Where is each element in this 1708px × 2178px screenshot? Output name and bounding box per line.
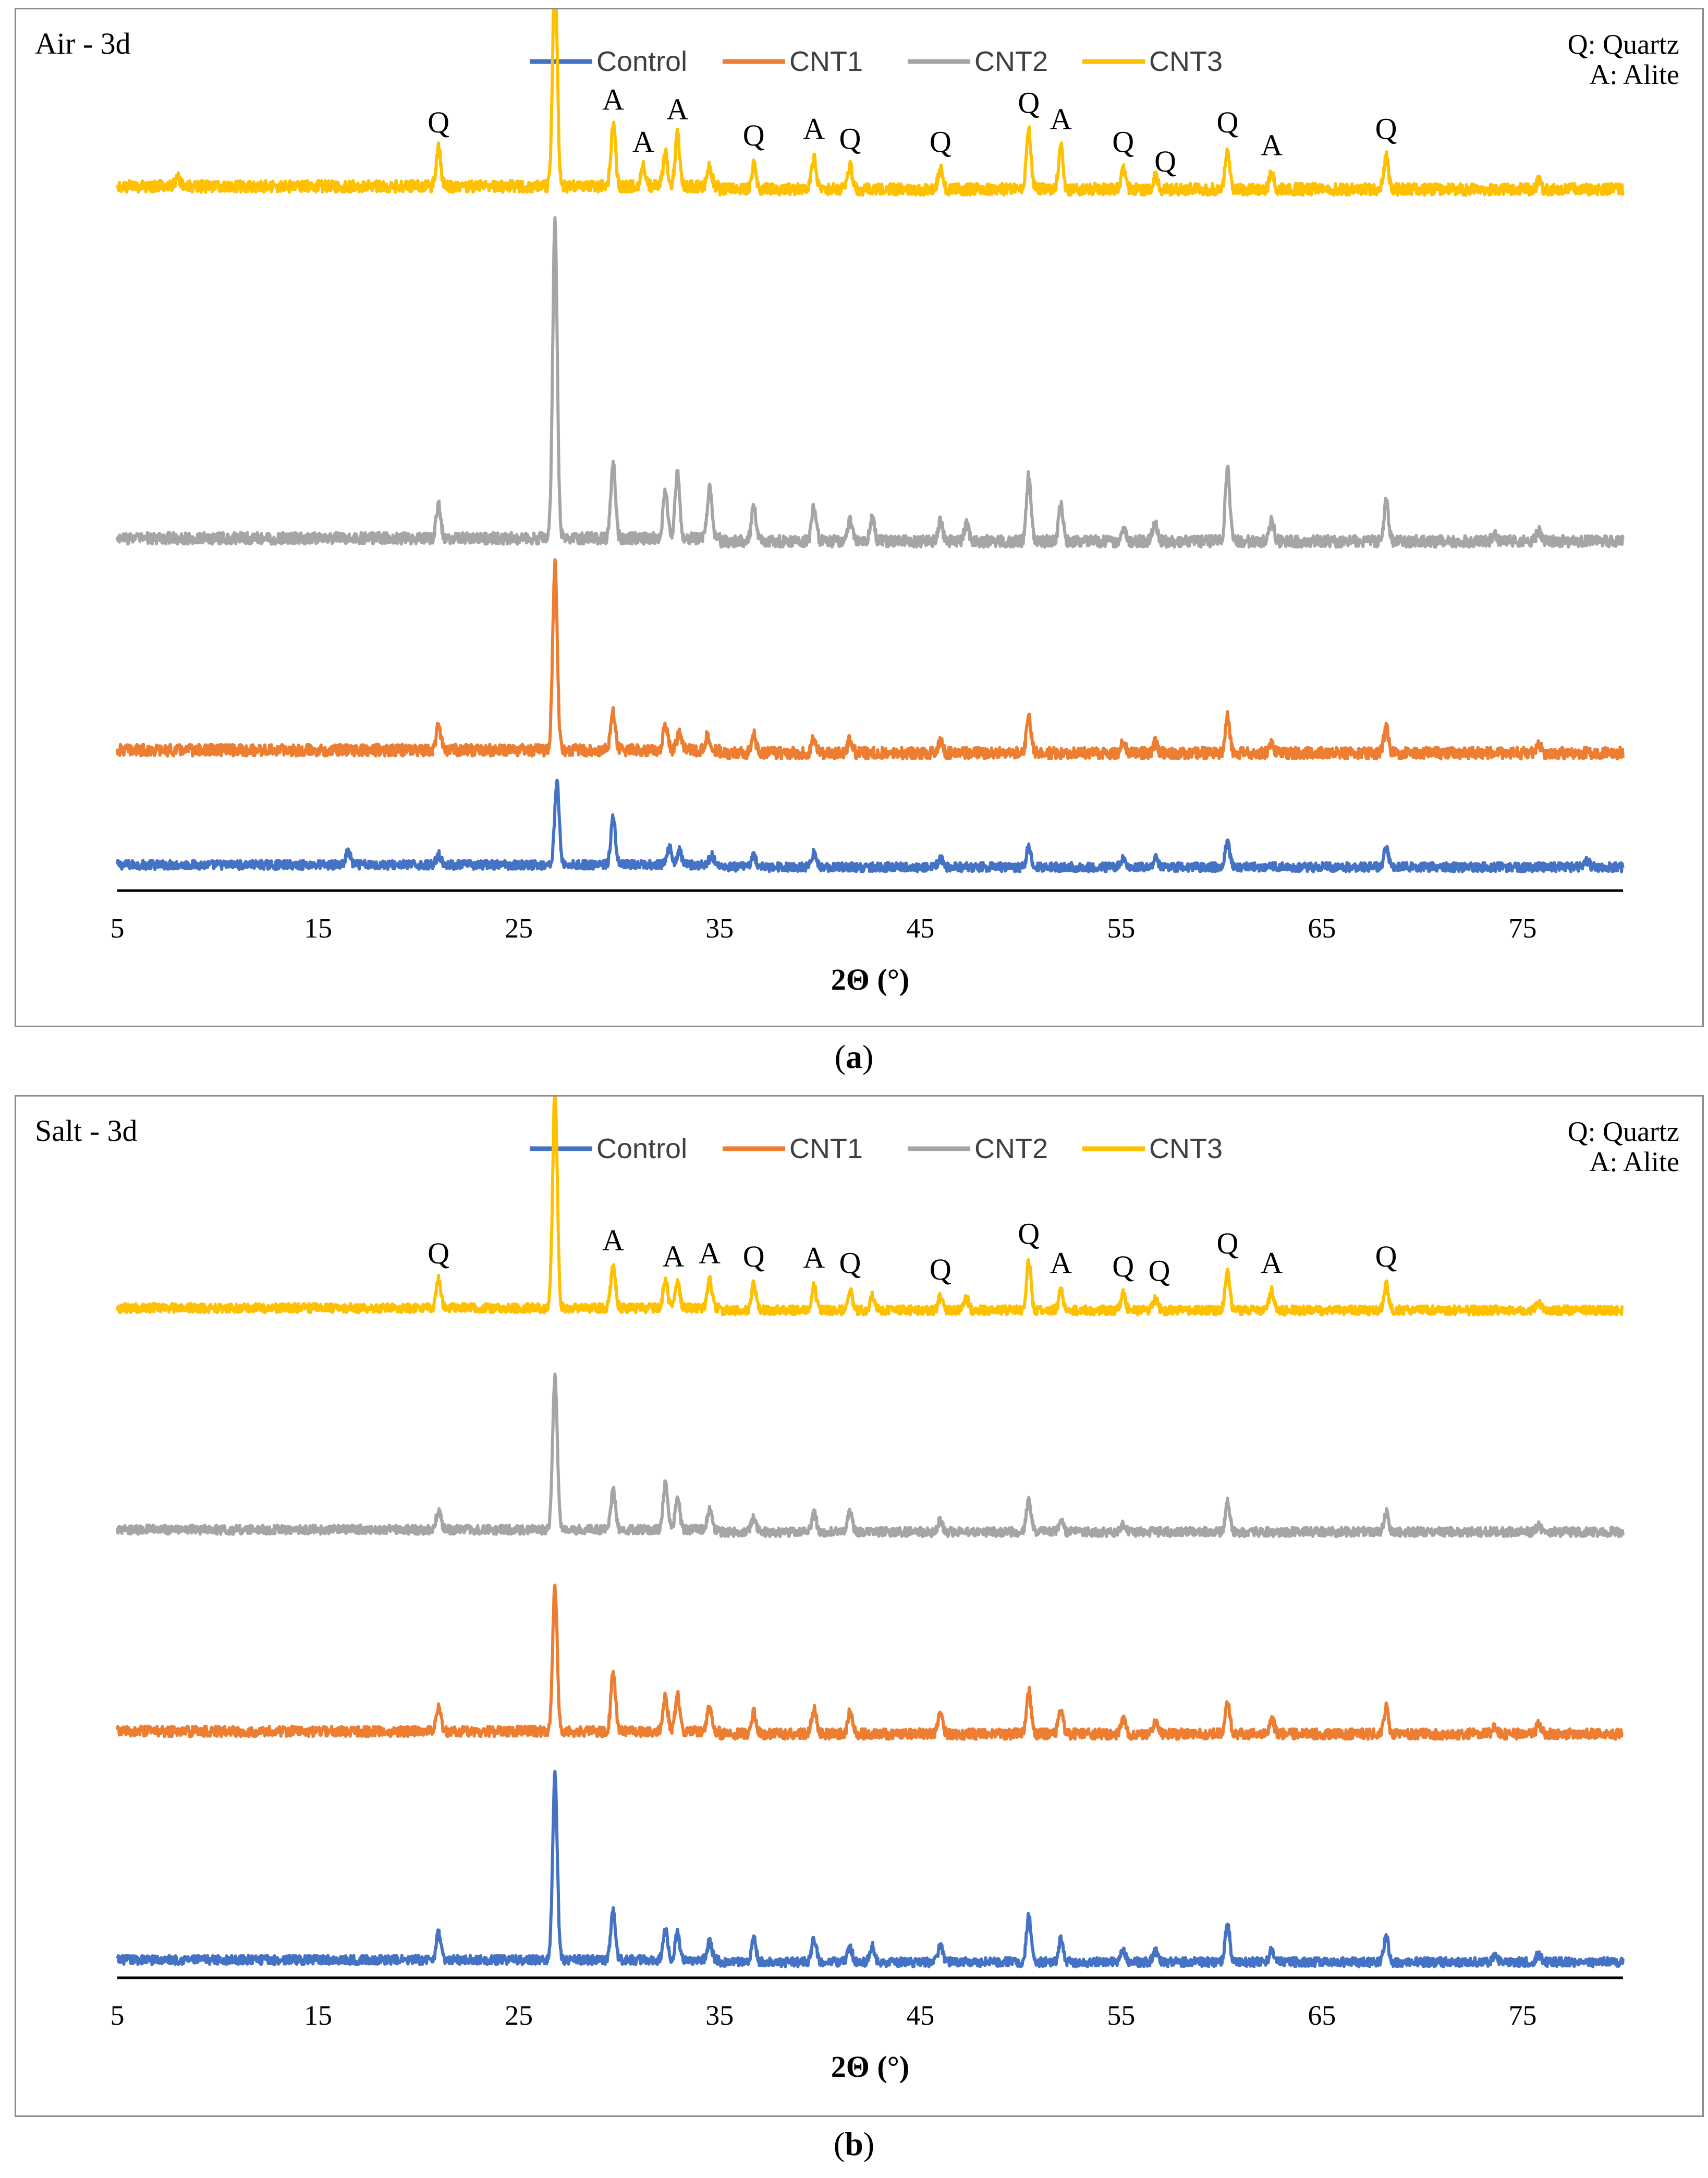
- peak-label-13: Q: [1216, 1226, 1238, 1260]
- caption-close-paren: ): [863, 2125, 875, 2162]
- legend-label-cnt3: CNT3: [1149, 1133, 1223, 1164]
- panel-title: Air - 3d: [35, 27, 131, 60]
- peak-label-2: A: [602, 1223, 624, 1257]
- x-tick-label-65: 65: [1308, 912, 1336, 944]
- panel-title: Salt - 3d: [35, 1114, 138, 1148]
- legend-label-control: Control: [596, 1133, 687, 1164]
- peak-label-10: A: [1050, 1246, 1072, 1280]
- peak-label-11: Q: [1112, 1249, 1134, 1283]
- x-tick-label-25: 25: [505, 912, 533, 944]
- peak-label-12: Q: [1149, 1254, 1170, 1288]
- x-tick-label-35: 35: [705, 912, 734, 944]
- peak-label-14: A: [1261, 1246, 1283, 1280]
- x-tick-label-5: 5: [111, 2000, 125, 2031]
- series-legend: Control CNT1 CNT2 CNT3: [530, 46, 1223, 77]
- figure-caption-b: (b): [0, 2125, 1708, 2163]
- peak-label-12: Q: [1154, 144, 1176, 178]
- peak-label-15: Q: [1375, 1239, 1397, 1273]
- caption-open-paren: (: [834, 1038, 846, 1075]
- peak-label-14: A: [1261, 128, 1283, 162]
- legend-label-cnt1: CNT1: [789, 46, 863, 77]
- x-tick-label-35: 35: [705, 2000, 734, 2031]
- series-line-control: [116, 1770, 1625, 1968]
- x-tick-label-55: 55: [1107, 2000, 1135, 2031]
- x-tick-label-65: 65: [1308, 2000, 1336, 2031]
- x-tick-label-15: 15: [304, 2000, 332, 2031]
- legend-label-cnt3: CNT3: [1149, 46, 1223, 77]
- peak-label-4: A: [666, 92, 688, 126]
- peak-label-8: Q: [930, 125, 951, 159]
- peak-label-13: Q: [1216, 105, 1238, 139]
- series-line-cnt2: [116, 1372, 1625, 1538]
- peak-label-3: A: [632, 125, 654, 159]
- chart-panel-salt-3d: Salt - 3d Control CNT1 CNT2 CNT3 Q: Quartz A: …: [15, 1095, 1704, 2117]
- series-legend: Control CNT1 CNT2 CNT3: [530, 1133, 1223, 1164]
- x-axis-title: 2Θ (°): [831, 963, 909, 996]
- series-line-cnt2: [116, 216, 1625, 549]
- phase-legend-alite: A: Alite: [1590, 1146, 1680, 1177]
- xrd-chart-salt-3d: Salt - 3d Control CNT1 CNT2 CNT3 Q: QuartzA: …: [35, 1097, 1680, 2084]
- peak-label-9: Q: [1018, 86, 1040, 120]
- peak-label-3: A: [663, 1239, 685, 1273]
- x-tick-label-15: 15: [304, 912, 332, 944]
- peak-label-5: Q: [743, 1239, 765, 1273]
- figure-caption-a: (a): [0, 1038, 1708, 1076]
- phase-legend-quartz: Q: Quartz: [1568, 29, 1679, 60]
- x-tick-label-45: 45: [906, 912, 934, 944]
- chart-panel-air-3d: Air - 3d Control CNT1 CNT2 CNT3 Q: Quartz A: A…: [15, 8, 1704, 1027]
- peak-label-7: Q: [839, 1246, 861, 1280]
- series-line-cnt1: [116, 558, 1625, 761]
- peak-label-7: Q: [839, 121, 861, 155]
- peak-label-0: Q: [428, 105, 449, 139]
- x-tick-label-55: 55: [1107, 912, 1135, 944]
- x-tick-label-25: 25: [505, 2000, 533, 2031]
- peak-label-4: A: [699, 1236, 721, 1270]
- caption-letter: b: [845, 2125, 863, 2162]
- peak-label-5: Q: [743, 118, 765, 152]
- x-tick-label-5: 5: [111, 912, 125, 944]
- x-tick-label-45: 45: [906, 2000, 934, 2031]
- x-axis-title: 2Θ (°): [831, 2050, 909, 2084]
- legend-label-cnt2: CNT2: [974, 46, 1048, 77]
- peak-label-9: Q: [1018, 1216, 1040, 1250]
- legend-label-cnt2: CNT2: [974, 1133, 1048, 1164]
- peak-label-6: A: [803, 112, 825, 146]
- phase-legend-quartz: Q: Quartz: [1568, 1116, 1679, 1147]
- peak-label-8: Q: [930, 1252, 951, 1286]
- peak-annotations: QQAAAQAQQQAQQQAQ: [428, 82, 1397, 178]
- series-line-cnt3: [116, 1097, 1624, 1317]
- caption-close-paren: ): [862, 1038, 874, 1075]
- caption-letter: a: [846, 1038, 862, 1075]
- series-line-control: [116, 778, 1625, 873]
- phase-legend-alite: A: Alite: [1590, 59, 1680, 90]
- peak-label-0: Q: [428, 1236, 449, 1270]
- caption-open-paren: (: [833, 2125, 845, 2162]
- series-line-cnt3: [116, 9, 1625, 197]
- x-tick-label-75: 75: [1508, 912, 1536, 944]
- peak-label-10: A: [1050, 102, 1072, 136]
- legend-label-cnt1: CNT1: [789, 1133, 863, 1164]
- legend-label-control: Control: [596, 46, 687, 77]
- peak-label-2: A: [602, 82, 624, 116]
- peak-label-6: A: [803, 1241, 825, 1275]
- x-tick-label-75: 75: [1508, 2000, 1536, 2031]
- peak-label-11: Q: [1112, 125, 1134, 159]
- peak-annotations: QQAAAQAQQQAQQQAQ: [428, 1216, 1397, 1288]
- series-line-cnt1: [116, 1584, 1624, 1741]
- peak-label-15: Q: [1375, 112, 1397, 146]
